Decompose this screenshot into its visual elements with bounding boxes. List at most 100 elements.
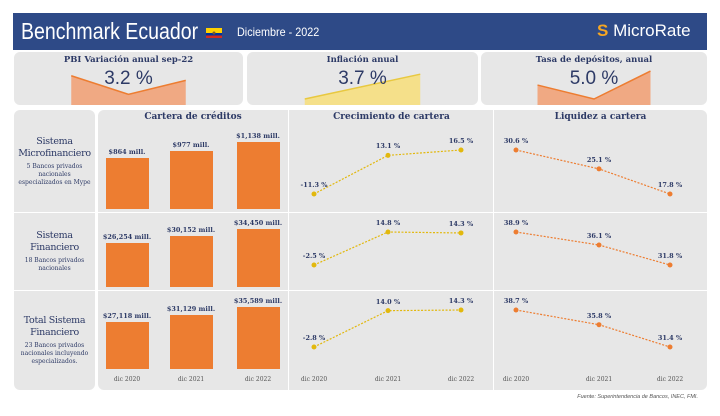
report-date: Diciembre - 2022 <box>237 25 320 39</box>
ecuador-flag-icon <box>206 28 222 38</box>
row-name: Sistema Microfinanciero <box>18 135 91 159</box>
data-point <box>513 307 519 313</box>
chart-title: Cartera de créditos <box>144 112 242 122</box>
bar <box>170 151 213 209</box>
point-data-label: 38.7 % <box>503 297 529 305</box>
data-point <box>385 229 391 235</box>
x-axis-label: dic 2020 <box>502 376 530 383</box>
bar <box>237 229 280 287</box>
bar-data-label: $30,152 mill. <box>166 226 216 235</box>
kpi-label: Tasa de depósitos, anual <box>535 55 653 65</box>
point-data-label: 25.1 % <box>586 155 612 164</box>
bar-data-label: $35,589 mill. <box>233 297 283 305</box>
point-data-label: 35.8 % <box>586 311 612 320</box>
sparkline-line <box>537 70 651 100</box>
bar-data-label: $31,129 mill. <box>166 304 216 313</box>
bar <box>237 307 280 369</box>
row-name: Total Sistema Financiero <box>23 314 86 338</box>
kpi-card: Tasa de depósitos, anual 5.0 % <box>481 52 707 105</box>
x-axis-label: dic 2022 <box>656 376 684 383</box>
point-data-label: 31.4 % <box>657 334 683 342</box>
bar-data-label: $977 mill. <box>172 141 210 150</box>
point-data-label: 31.8 % <box>657 252 683 260</box>
point-data-label: 36.1 % <box>586 232 612 240</box>
row-label: Sistema Financiero 18 Bancos privados nac… <box>14 214 95 288</box>
bar <box>170 314 213 369</box>
x-axis-label: dic 2021 <box>374 376 402 383</box>
header-bar: Benchmark Ecuador Diciembre - 2022 S Mic… <box>13 13 707 50</box>
chart-title: Liquidez a cartera <box>554 112 647 122</box>
kpi-sparkline <box>537 70 651 105</box>
data-point <box>311 262 317 268</box>
sparkline-area <box>537 71 651 105</box>
point-data-label: 13.1 % <box>375 142 401 151</box>
point-data-label: 17.8 % <box>657 181 683 189</box>
data-point <box>311 191 317 197</box>
point-data-label: 14.0 % <box>375 297 401 306</box>
column-divider <box>493 110 494 390</box>
point-data-label: -2.8 % <box>302 334 326 342</box>
point-data-label: 30.6 % <box>503 137 529 145</box>
data-point <box>385 308 391 314</box>
kpi-sparkline <box>71 75 186 105</box>
data-point <box>596 322 602 328</box>
source-note: Fuente: Superintendencia de Bancos, INEC… <box>577 394 698 400</box>
x-axis-label: dic 2022 <box>447 376 475 383</box>
kpi-label: Inflación anual <box>326 55 399 65</box>
data-point <box>667 191 673 197</box>
chart-title: Crecimiento de cartera <box>333 112 450 122</box>
data-point <box>311 344 317 350</box>
x-axis-label: dic 2021 <box>177 376 205 383</box>
x-axis-label: dic 2020 <box>113 376 141 383</box>
data-point <box>596 242 602 248</box>
kpi-value: 3.2 % <box>104 68 153 89</box>
x-axis-label: dic 2020 <box>300 376 328 383</box>
sparkline-area <box>71 75 186 105</box>
bar <box>106 158 149 209</box>
x-axis-label: dic 2021 <box>585 376 613 383</box>
point-data-label: 14.3 % <box>448 219 474 228</box>
data-point <box>385 152 391 158</box>
bar-data-label: $26,254 mill. <box>102 232 152 241</box>
point-data-label: 16.5 % <box>448 137 474 145</box>
bar-data-label: $864 mill. <box>108 148 146 157</box>
data-point <box>513 229 519 235</box>
sparkline-line <box>71 75 186 96</box>
point-data-label: -11.3 % <box>300 181 328 189</box>
row-label: Total Sistema Financiero 23 Bancos privad… <box>14 292 95 388</box>
sparkline-area <box>304 74 421 105</box>
bar <box>237 142 280 209</box>
kpi-label: PBI Variación anual sep-22 <box>63 55 194 65</box>
row-description: 5 Bancos privados nacionales especializa… <box>18 162 91 186</box>
column-divider <box>288 110 289 390</box>
logo-text: MicroRate <box>613 21 691 40</box>
microrate-logo: S MicroRate <box>597 21 691 41</box>
bar-data-label: $1,138 mill. <box>236 132 280 140</box>
bar-data-label: $27,118 mill. <box>102 311 152 320</box>
row-description: 18 Bancos privados nacionales <box>24 256 85 272</box>
bar <box>106 242 149 287</box>
data-point <box>458 147 464 153</box>
row-label: Sistema Microfinanciero 5 Bancos privados… <box>14 112 95 210</box>
data-point <box>596 166 602 172</box>
kpi-card: PBI Variación anual sep-22 3.2 % <box>14 52 243 105</box>
point-data-label: -2.5 % <box>302 252 326 260</box>
page-title: Benchmark Ecuador <box>21 18 199 44</box>
panel-gap <box>95 110 98 390</box>
kpi-sparkline <box>304 73 421 105</box>
bar-data-label: $34,450 mill. <box>233 219 283 227</box>
row-divider <box>14 290 707 291</box>
logo-symbol: S <box>597 21 609 40</box>
point-data-label: 38.9 % <box>503 219 529 227</box>
row-divider <box>14 212 707 213</box>
x-axis-label: dic 2022 <box>244 376 272 383</box>
data-point <box>513 147 519 153</box>
data-point <box>667 262 673 268</box>
bar <box>170 236 213 287</box>
